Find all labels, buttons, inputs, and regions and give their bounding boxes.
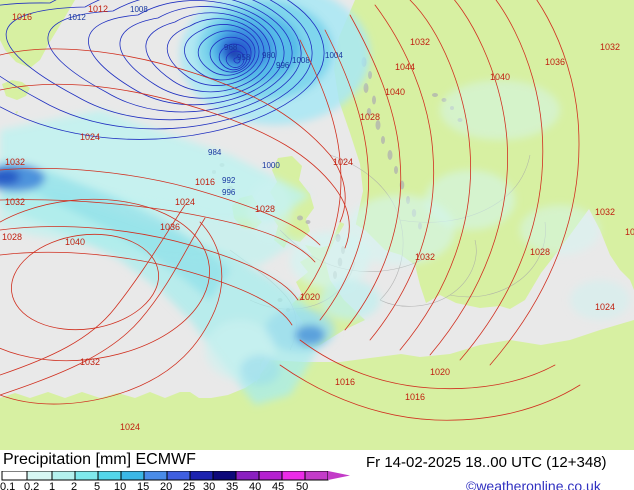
svg-text:1036: 1036 xyxy=(160,222,180,232)
svg-text:1024: 1024 xyxy=(175,197,195,207)
svg-text:1024: 1024 xyxy=(595,302,615,312)
svg-text:1000: 1000 xyxy=(262,161,280,170)
svg-text:1024: 1024 xyxy=(333,157,353,167)
svg-text:1020: 1020 xyxy=(300,292,320,302)
svg-text:1036: 1036 xyxy=(545,57,565,67)
svg-text:1012: 1012 xyxy=(68,13,86,22)
svg-text:1016: 1016 xyxy=(405,392,425,402)
svg-text:1032: 1032 xyxy=(600,42,620,52)
svg-text:980: 980 xyxy=(262,51,276,60)
svg-text:1040: 1040 xyxy=(385,87,405,97)
svg-text:1032: 1032 xyxy=(595,207,615,217)
svg-text:1020: 1020 xyxy=(430,367,450,377)
svg-text:1016: 1016 xyxy=(12,12,32,22)
svg-text:1016: 1016 xyxy=(195,177,215,187)
svg-text:1032: 1032 xyxy=(5,157,25,167)
svg-text:968: 968 xyxy=(224,43,238,52)
svg-text:1032: 1032 xyxy=(5,197,25,207)
svg-text:1028: 1028 xyxy=(625,227,634,237)
svg-text:1040: 1040 xyxy=(490,72,510,82)
svg-text:992: 992 xyxy=(222,176,236,185)
svg-text:1004: 1004 xyxy=(325,51,343,60)
svg-text:1028: 1028 xyxy=(2,232,22,242)
svg-text:1032: 1032 xyxy=(410,37,430,47)
svg-text:1024: 1024 xyxy=(80,132,100,142)
svg-text:1032: 1032 xyxy=(80,357,100,367)
svg-text:984: 984 xyxy=(208,148,222,157)
svg-text:1008: 1008 xyxy=(130,5,148,14)
svg-text:1044: 1044 xyxy=(395,62,415,72)
svg-text:1016: 1016 xyxy=(335,377,355,387)
svg-text:1008: 1008 xyxy=(292,56,310,65)
svg-text:996: 996 xyxy=(222,188,236,197)
svg-text:1024: 1024 xyxy=(120,422,140,432)
svg-text:1028: 1028 xyxy=(530,247,550,257)
svg-text:958: 958 xyxy=(237,53,251,62)
svg-text:1012: 1012 xyxy=(88,4,108,14)
svg-text:1028: 1028 xyxy=(255,204,275,214)
svg-text:996: 996 xyxy=(276,61,290,70)
svg-text:1028: 1028 xyxy=(360,112,380,122)
svg-text:1032: 1032 xyxy=(415,252,435,262)
svg-text:1040: 1040 xyxy=(65,237,85,247)
